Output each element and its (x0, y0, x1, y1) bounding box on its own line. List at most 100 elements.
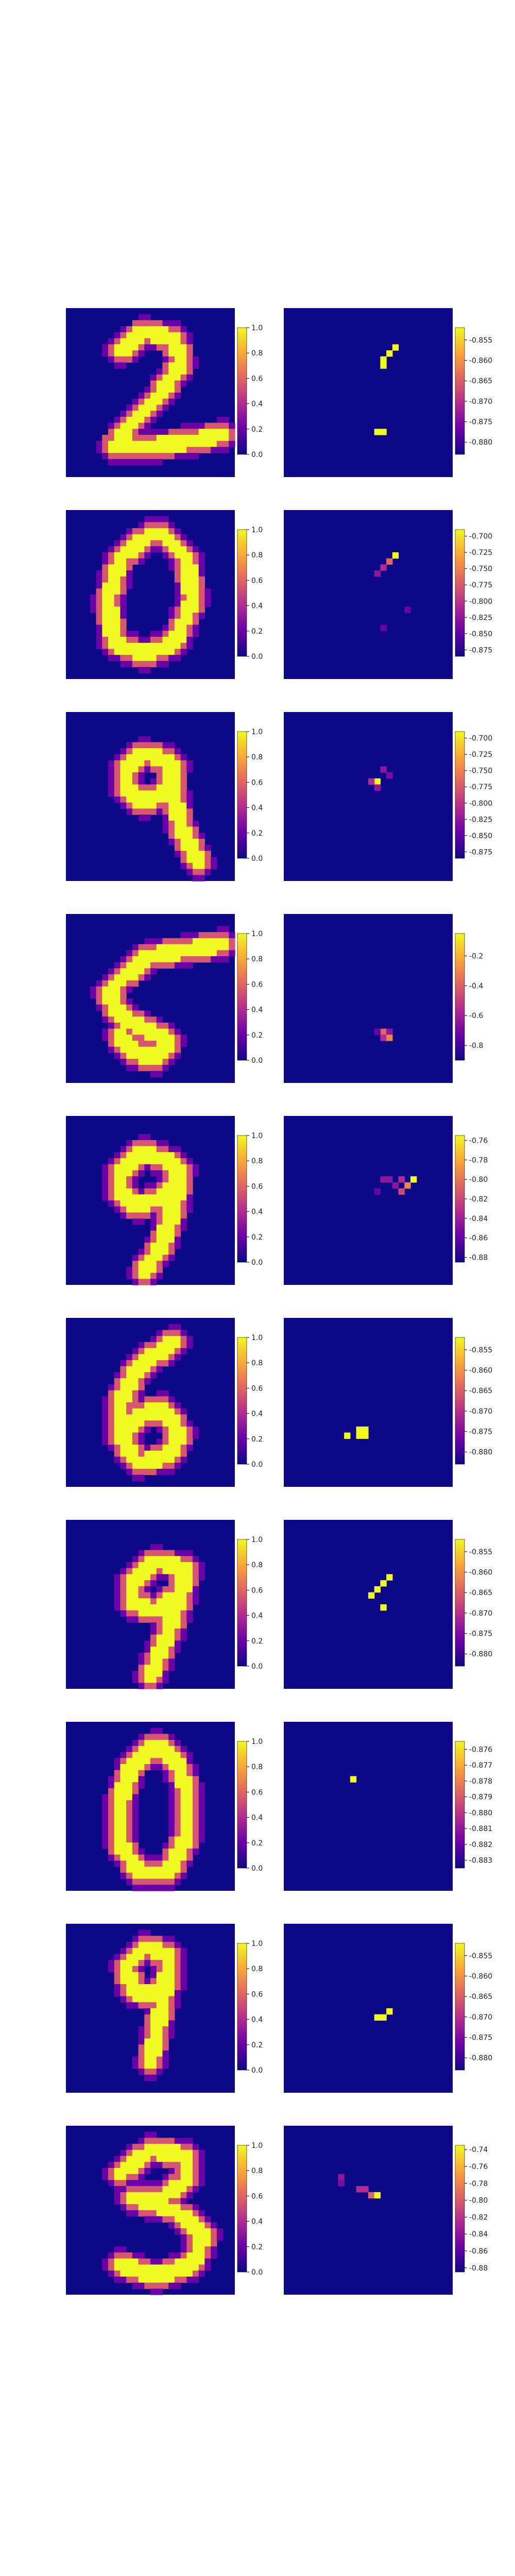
input-pixel (180, 1836, 187, 1843)
input-pixel (132, 528, 139, 535)
input-pixel (126, 772, 133, 779)
input-pixel (156, 1752, 163, 1758)
input-pixel (150, 1041, 157, 1047)
input-pixel (132, 459, 139, 466)
input-pixel (156, 2162, 163, 2168)
input-pixel (150, 404, 157, 411)
input-pixel (132, 1158, 139, 1165)
input-pixel (180, 1604, 187, 1611)
input-pixel (156, 1764, 163, 1771)
input-pixel (144, 1468, 151, 1476)
input-pixel (126, 1164, 133, 1171)
input-pixel (108, 618, 115, 625)
input-pixel (144, 2044, 151, 2051)
input-pixel (156, 1878, 163, 1885)
input-pixel (156, 760, 163, 767)
input-pixel (132, 1354, 139, 1361)
input-pixel (156, 1188, 163, 1195)
input-pixel (174, 386, 181, 393)
input-pixel (162, 1842, 169, 1849)
input-pixel (126, 1598, 133, 1605)
input-pixel (186, 1842, 193, 1849)
input-pixel (174, 938, 181, 945)
input-pixel (144, 1194, 151, 1201)
input-pixel (193, 2270, 199, 2277)
input-pixel (198, 1836, 205, 1843)
input-pixel (168, 393, 175, 399)
input-pixel (204, 600, 211, 607)
input-pixel (144, 552, 151, 559)
input-pixel (193, 1598, 199, 1605)
input-pixel (150, 528, 157, 535)
input-pixel (168, 386, 175, 393)
input-pixel (126, 637, 133, 643)
input-pixel (174, 649, 181, 655)
input-pixel (138, 1665, 145, 1671)
colorbar-tick-label: 1.0 (251, 1940, 263, 1948)
input-pixel (168, 796, 175, 803)
input-pixel (150, 1628, 157, 1635)
input-colorbar-bar (237, 933, 247, 1061)
input-pixel (174, 1408, 181, 1415)
input-pixel (156, 1592, 163, 1599)
input-pixel (174, 1628, 181, 1635)
input-pixel (186, 2144, 193, 2150)
input-pixel (150, 1634, 157, 1641)
input-pixel (156, 938, 163, 945)
input-pixel (138, 1752, 145, 1758)
input-pixel (138, 2038, 145, 2045)
input-pixel (168, 938, 175, 945)
input-pixel (114, 440, 121, 448)
input-pixel (144, 1372, 151, 1379)
input-pixel (126, 2144, 133, 2150)
input-pixel (138, 1616, 145, 1623)
input-pixel (198, 422, 205, 429)
input-pixel (144, 2282, 151, 2289)
input-pixel (174, 1818, 181, 1825)
input-pixel (114, 790, 121, 797)
input-pixel (126, 453, 133, 460)
colorbar-tick-label: -0.881 (469, 1825, 492, 1833)
input-pixel (204, 2234, 211, 2241)
input-pixel (168, 1059, 175, 1065)
attribution-heatmap-background (284, 712, 453, 881)
input-pixel (108, 613, 115, 619)
input-pixel (168, 1947, 175, 1955)
input-pixel (138, 350, 145, 357)
input-pixel (108, 570, 115, 577)
input-pixel (126, 790, 133, 797)
input-pixel (150, 1947, 157, 1955)
input-pixel (180, 1984, 187, 1991)
input-pixel (132, 2174, 139, 2181)
input-pixel (144, 1010, 151, 1017)
input-pixel (150, 1658, 157, 1665)
input-pixel (108, 1800, 115, 1807)
input-pixel (108, 642, 115, 650)
sample-row: 0.00.20.40.60.81.0-0.700-0.725-0.750-0.7… (66, 712, 492, 882)
input-pixel (126, 1568, 133, 1575)
input-pixel (204, 2216, 211, 2223)
input-pixel (132, 655, 139, 662)
input-pixel (144, 642, 151, 650)
input-pixel (174, 790, 181, 797)
input-pixel (168, 1028, 175, 1035)
input-pixel (193, 1824, 199, 1831)
colorbar-tick-label: 0.8 (251, 1359, 263, 1367)
input-pixel (144, 1146, 151, 1153)
input-pixel (126, 950, 133, 957)
input-pixel (126, 2168, 133, 2175)
input-pixel (144, 637, 151, 643)
input-pixel (120, 1782, 127, 1789)
input-pixel (174, 1426, 181, 1433)
input-pixel (132, 2186, 139, 2193)
input-pixel (156, 1996, 163, 2003)
input-pixel (144, 1676, 151, 1683)
input-pixel (222, 956, 229, 963)
input-pixel (120, 1146, 127, 1153)
input-pixel (120, 618, 127, 625)
input-pixel (162, 1604, 169, 1611)
attribution-pixel (380, 362, 387, 369)
input-pixel (126, 1463, 133, 1469)
input-pixel (108, 1842, 115, 1849)
input-pixel (126, 2192, 133, 2199)
